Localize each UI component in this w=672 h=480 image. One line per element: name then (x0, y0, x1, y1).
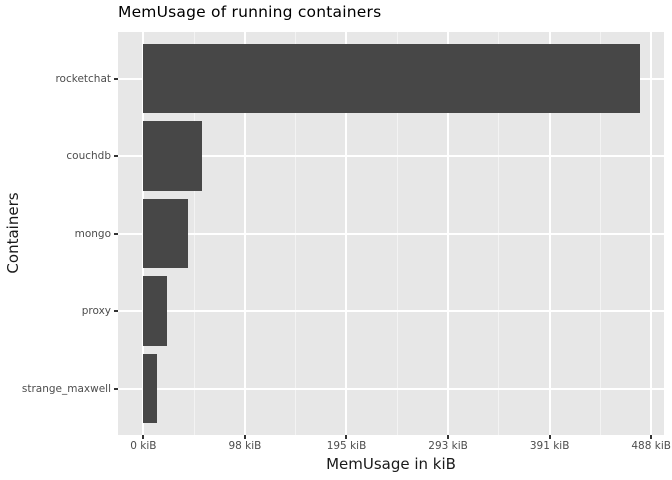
x-tick-label: 195 kiB (326, 440, 367, 452)
y-tick-label-strange_maxwell: strange_maxwell (21, 382, 111, 395)
gridline-major-horizontal (118, 310, 664, 312)
y-tick-mark (114, 232, 118, 235)
y-tick-mark (114, 387, 118, 390)
y-tick-mark (114, 155, 118, 157)
x-tick-mark (345, 435, 348, 439)
x-tick-mark (548, 435, 551, 439)
x-axis-title: MemUsage in kiB (326, 455, 456, 473)
x-tick-label: 488 kiB (631, 440, 671, 452)
x-tick-label: 0 kiB (130, 440, 157, 452)
x-tick-mark (447, 435, 450, 439)
chart-title: MemUsage of running containers (118, 3, 382, 21)
gridline-major-horizontal (118, 232, 664, 235)
gridline-major-horizontal (118, 155, 664, 157)
bar-proxy (143, 276, 167, 346)
x-tick-mark (650, 435, 653, 439)
x-tick-mark (142, 435, 145, 439)
x-tick-label: 391 kiB (529, 440, 570, 452)
y-tick-label-proxy: proxy (81, 305, 111, 317)
bar-rocketchat (143, 43, 640, 114)
bar-couchdb (143, 121, 203, 191)
bar-strange_maxwell (143, 353, 157, 424)
y-tick-label-rocketchat: rocketchat (55, 72, 111, 85)
x-tick-label: 98 kiB (228, 440, 262, 452)
y-axis-title: Containers (4, 192, 22, 274)
x-tick-label: 293 kiB (428, 440, 468, 452)
y-tick-mark (114, 310, 118, 312)
x-tick-mark (243, 435, 246, 439)
y-tick-label-mongo: mongo (74, 227, 111, 240)
y-tick-mark (114, 77, 118, 80)
bar-mongo (143, 198, 189, 269)
gridline-major-horizontal (118, 387, 664, 390)
y-tick-label-couchdb: couchdb (66, 150, 111, 162)
